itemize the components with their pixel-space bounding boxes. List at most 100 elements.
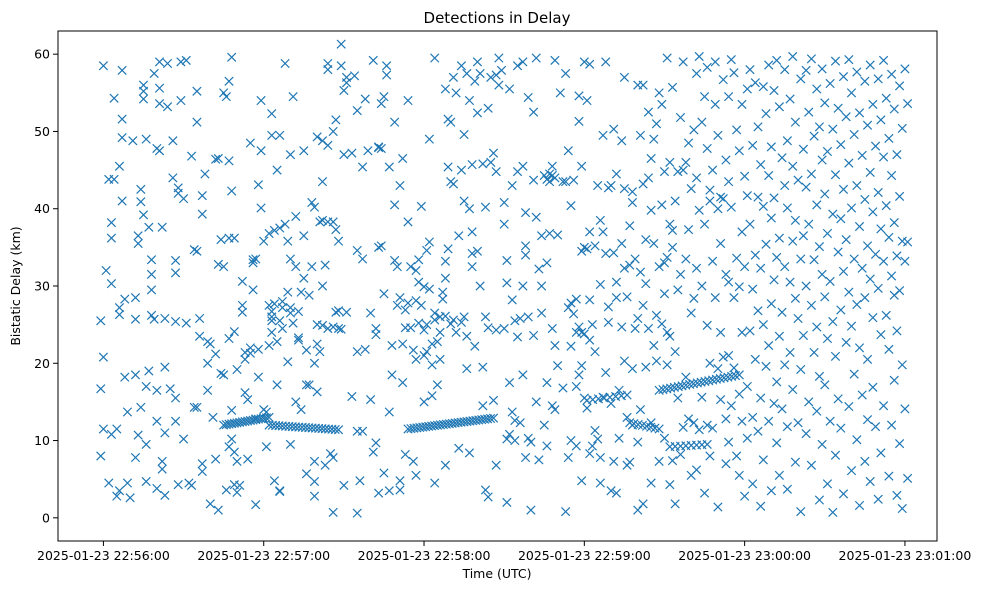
data-point [884,133,894,144]
data-point [550,405,560,415]
data-point [256,203,266,213]
data-point [488,413,499,423]
data-point [777,307,787,317]
data-point [844,287,854,297]
data-point [614,433,624,443]
data-point [485,413,496,424]
data-point [574,370,584,380]
data-point [579,242,589,252]
data-point [715,238,726,249]
data-point [844,401,854,412]
data-point [336,61,346,71]
data-point [264,412,274,422]
data-point [520,241,531,251]
data-point [253,372,264,382]
data-point [237,300,247,310]
data-point [146,255,157,265]
data-point [146,285,157,295]
data-point [873,74,883,84]
data-point [862,354,873,365]
data-point [809,255,819,265]
data-point [398,339,408,349]
x-tick-label: 2025-01-23 23:00:00 [678,548,811,563]
data-point [299,273,309,283]
data-point [176,95,186,106]
data-point [152,483,162,494]
data-point [809,131,819,141]
data-point [646,478,656,488]
data-point [256,95,266,106]
data-point [574,116,584,127]
data-point [814,371,825,382]
data-point [435,327,445,337]
data-point [603,317,614,327]
data-point [208,412,218,422]
data-point [253,344,264,354]
data-point [606,180,616,191]
data-point [539,420,549,430]
data-point [699,488,710,498]
data-point [440,256,451,266]
data-point [662,327,672,337]
data-point [577,161,587,171]
data-point [470,341,480,351]
data-point [830,170,841,180]
data-point [216,235,226,245]
data-point [125,493,135,503]
data-point [229,447,239,457]
data-point [333,323,344,334]
data-point [328,507,338,518]
data-point [665,219,675,229]
data-point [330,424,340,435]
data-point [790,215,801,225]
data-point [595,452,605,463]
data-point [780,360,790,370]
data-point [379,468,389,478]
data-point [229,326,239,337]
data-point [205,339,215,349]
data-point [718,352,728,362]
data-point [675,269,686,280]
data-point [737,99,747,110]
data-point [748,284,758,294]
data-point [748,140,758,150]
data-point [390,255,400,266]
data-point [411,265,421,276]
data-point [186,151,197,161]
data-point [758,201,768,212]
data-point [715,327,726,337]
data-point [552,230,563,240]
data-point [665,331,675,341]
data-point [715,394,726,405]
data-point [456,317,467,327]
data-point [146,269,157,280]
data-point [710,292,720,303]
data-point [657,99,667,110]
data-point [697,117,707,127]
data-point [870,141,881,151]
data-point [603,302,614,312]
data-point [641,362,651,372]
data-point [756,393,766,403]
data-point [550,55,560,65]
data-point [339,150,349,160]
x-tick-label: 2025-01-23 22:57:00 [197,548,330,563]
data-point [745,326,755,336]
data-point [812,406,822,416]
data-point [876,330,886,340]
data-point [849,254,859,264]
data-point [293,335,304,345]
data-point [160,490,170,501]
data-point [227,405,237,416]
data-point [371,438,381,448]
data-point [547,161,557,171]
data-point [483,103,493,113]
data-point [673,285,683,295]
data-point [309,202,320,212]
data-point [571,441,581,451]
data-point [144,366,154,376]
data-point [788,51,798,62]
data-point [419,397,429,407]
data-point [860,194,870,205]
data-point [715,373,725,384]
